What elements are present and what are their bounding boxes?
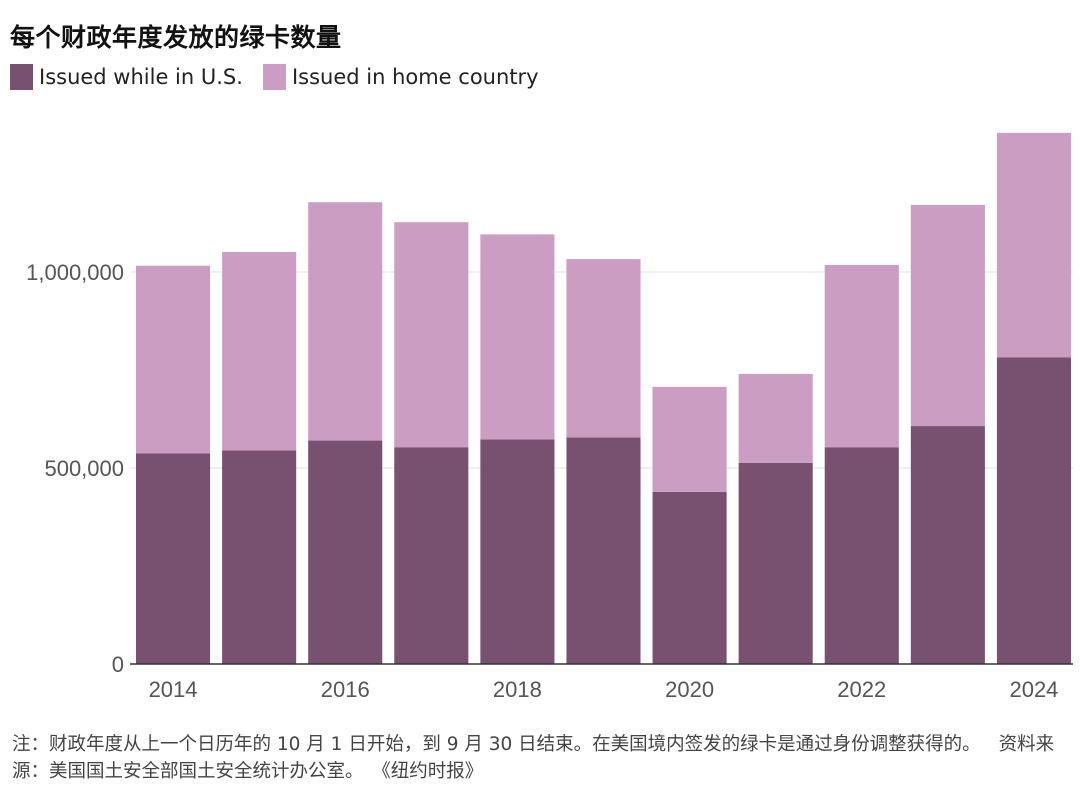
bar-issued-in-us xyxy=(222,450,297,664)
legend-item-us: Issued while in U.S. xyxy=(10,64,243,90)
x-tick-label: 2024 xyxy=(1009,677,1058,702)
source-text: 资料来源：美国国土安全部国土安全统计办公室。 xyxy=(12,734,1055,782)
x-tick-label: 2020 xyxy=(665,677,714,702)
chart-title: 每个财政年度发放的绿卡数量 xyxy=(10,23,342,52)
bar-issued-home-country xyxy=(738,373,813,463)
bar-issued-in-us xyxy=(910,426,985,664)
bar-issued-in-us xyxy=(996,357,1071,664)
legend-label-us: Issued while in U.S. xyxy=(39,65,243,89)
bar-issued-home-country xyxy=(480,234,555,440)
bar-issued-in-us xyxy=(738,462,813,664)
y-tick-label: 0 xyxy=(112,652,124,677)
legend-swatch-home xyxy=(262,64,286,90)
x-tick-label: 2016 xyxy=(321,677,370,702)
bar-issued-home-country xyxy=(652,386,727,492)
x-tick-label: 2018 xyxy=(493,677,542,702)
bar-issued-in-us xyxy=(308,440,383,664)
chart-footnote: 注：财政年度从上一个日历年的 10 月 1 日开始，到 9 月 30 日结束。在… xyxy=(12,731,1072,785)
bar-issued-home-country xyxy=(910,204,985,427)
credit-text: 《纽约时报》 xyxy=(381,761,484,782)
x-tick-label: 2022 xyxy=(837,677,886,702)
chart-legend: Issued while in U.S. Issued in home coun… xyxy=(10,64,559,90)
bar-issued-home-country xyxy=(566,259,641,438)
legend-swatch-us xyxy=(10,64,33,90)
bar-chart: 0 500,000 1,000,000 2014 2016 2018 2020 2022 202… xyxy=(26,132,1073,702)
bar-issued-in-us xyxy=(136,453,211,664)
note-text: 注：财政年度从上一个日历年的 10 月 1 日开始，到 9 月 30 日结束。在… xyxy=(12,734,981,755)
bar-issued-home-country xyxy=(222,252,297,451)
bar-issued-in-us xyxy=(394,447,469,664)
bar-issued-in-us xyxy=(566,437,641,664)
bar-issued-home-country xyxy=(996,132,1071,358)
bar-issued-in-us xyxy=(824,447,899,664)
y-tick-label: 500,000 xyxy=(44,456,124,481)
bar-issued-home-country xyxy=(136,265,211,454)
bar-issued-in-us xyxy=(652,491,727,664)
bar-issued-home-country xyxy=(394,222,469,448)
legend-item-home: Issued in home country xyxy=(262,64,539,90)
y-tick-label: 1,000,000 xyxy=(26,260,124,285)
bar-issued-home-country xyxy=(824,264,899,448)
bar-issued-home-country xyxy=(308,202,383,441)
bar-issued-in-us xyxy=(480,439,555,664)
legend-label-home: Issued in home country xyxy=(291,65,539,89)
x-tick-label: 2014 xyxy=(149,677,198,702)
